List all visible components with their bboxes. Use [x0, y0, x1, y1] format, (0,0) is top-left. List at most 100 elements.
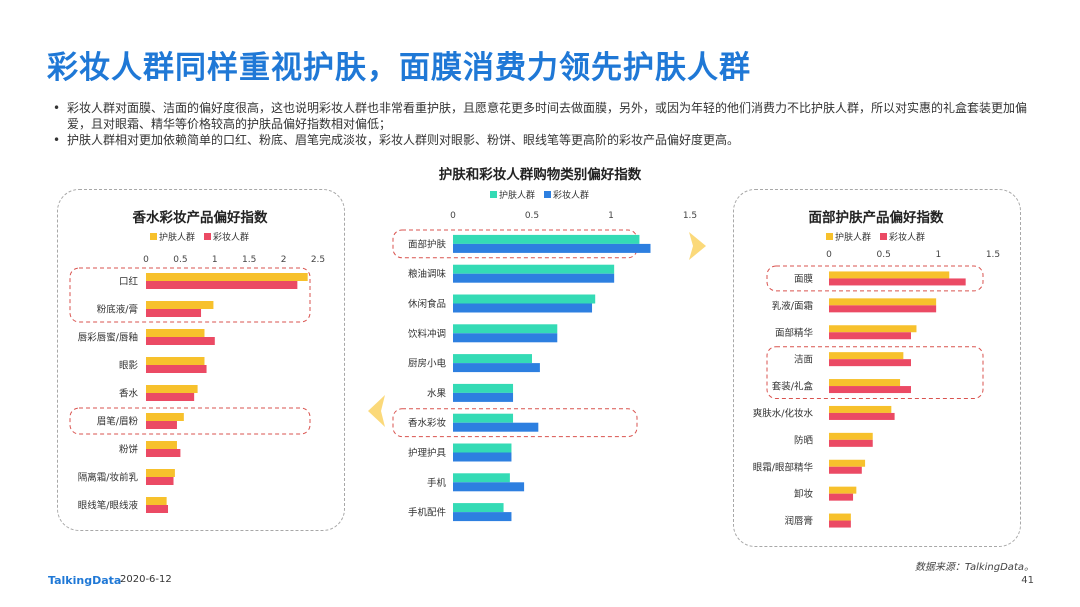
right-category-label: 面部精华: [775, 327, 814, 339]
page-number: 41: [1021, 575, 1034, 586]
right-bar-skincare: [829, 298, 937, 306]
center-bar-skincare: [453, 264, 615, 274]
bullet-dot: •: [53, 101, 61, 115]
bullet-list: • 彩妆人群对面膜、洁面的偏好度很高，这也说明彩妆人群也非常看重护肤，且愿意花更多…: [47, 100, 1037, 148]
left-bar-skincare: [146, 469, 175, 477]
footer-date: 2020-6-12: [120, 574, 172, 585]
left-legend-label-skincare: 护肤人群: [159, 231, 195, 243]
right-bar-skincare: [829, 513, 851, 521]
center-x-tick-label: 0.5: [525, 211, 539, 221]
right-bar-makeup: [829, 466, 862, 474]
right-bar-skincare: [829, 379, 901, 387]
right-bar-makeup: [829, 386, 911, 394]
left-x-tick-label: 1: [212, 255, 218, 265]
right-bar-makeup: [829, 520, 851, 528]
left-bar-makeup: [146, 477, 174, 485]
right-category-label: 防晒: [794, 434, 813, 446]
bullet-dot: •: [53, 133, 61, 147]
center-category-label: 水果: [427, 387, 447, 399]
left-category-label: 眼线笔/眼线液: [78, 500, 139, 512]
left-category-label: 眼影: [119, 361, 139, 372]
center-category-label: 手机: [427, 477, 447, 489]
left-bar-makeup: [146, 365, 207, 373]
left-bar-makeup: [146, 337, 215, 345]
center-category-label: 手机配件: [408, 507, 447, 519]
data-source: 数据来源：TalkingData。: [914, 562, 1034, 573]
bullet-text: 护肤人群相对更加依赖简单的口红、粉底、眉笔完成淡妆，彩妆人群则对眼影、粉饼、眼线…: [67, 133, 740, 147]
center-bar-skincare: [453, 383, 514, 393]
right-x-tick-label: 0: [826, 250, 832, 260]
right-category-label: 卸妆: [794, 488, 814, 500]
right-bar-skincare: [829, 486, 857, 494]
right-bar-makeup: [829, 439, 873, 447]
bullet-item: • 彩妆人群对面膜、洁面的偏好度很高，这也说明彩妆人群也非常看重护肤，且愿意花更多…: [47, 100, 1037, 132]
center-bar-makeup: [453, 363, 540, 373]
left-bar-makeup: [146, 449, 181, 457]
bullet-item: • 护肤人群相对更加依赖简单的口红、粉底、眉笔完成淡妆，彩妆人群则对眼影、粉饼、眼…: [47, 132, 1037, 148]
left-category-label: 粉底液/膏: [97, 304, 138, 316]
left-panel: [57, 189, 345, 531]
center-legend-label-makeup: 彩妆人群: [553, 189, 589, 201]
center-bar-skincare: [453, 473, 510, 483]
left-bar-skincare: [146, 385, 198, 393]
center-bar-makeup: [453, 273, 615, 283]
left-highlight-box: [69, 407, 311, 435]
center-x-tick-label: 1: [608, 211, 614, 221]
left-highlight-box: [69, 267, 311, 323]
center-legend-swatch-skincare: [490, 191, 497, 198]
center-chart-title: 护肤和彩妆人群购物类别偏好指数: [439, 166, 642, 183]
center-bar-skincare: [453, 324, 558, 334]
center-legend-swatch-makeup: [544, 191, 551, 198]
center-category-label: 休闲食品: [408, 298, 446, 310]
center-bar-makeup: [453, 303, 593, 313]
right-bar-skincare: [829, 271, 950, 279]
right-x-tick-label: 1.5: [986, 250, 1000, 260]
right-bar-makeup: [829, 278, 966, 286]
center-category-label: 香水彩妆: [408, 417, 447, 429]
center-highlight-box: [392, 229, 638, 259]
left-category-label: 隔离霜/妆前乳: [78, 472, 139, 484]
right-category-label: 面膜: [794, 274, 814, 285]
center-bar-skincare: [453, 294, 596, 304]
center-category-label: 面部护肤: [408, 238, 447, 250]
right-category-label: 润唇膏: [784, 515, 813, 527]
left-bar-makeup: [146, 505, 169, 513]
left-category-label: 粉饼: [119, 444, 139, 456]
center-bar-makeup: [453, 392, 514, 402]
left-x-tick-label: 0.5: [173, 255, 187, 265]
center-bar-skincare: [453, 413, 514, 423]
right-bar-makeup: [829, 493, 854, 501]
left-category-label: 口红: [119, 276, 139, 288]
center-category-label: 粮油调味: [408, 268, 447, 280]
right-category-label: 乳液/面霜: [772, 300, 813, 312]
right-legend-swatch-skincare: [826, 233, 833, 240]
left-x-tick-label: 2: [281, 255, 287, 265]
right-legend-label-makeup: 彩妆人群: [889, 231, 925, 243]
page-title: 彩妆人群同样重视护肤，面膜消费力领先护肤人群: [47, 50, 751, 86]
right-highlight-box: [766, 346, 984, 400]
right-category-label: 爽肤水/化妆水: [753, 407, 814, 419]
center-bar-makeup: [453, 452, 512, 462]
center-highlight-box: [392, 408, 638, 438]
center-bar-skincare: [453, 354, 532, 364]
right-bar-skincare: [829, 352, 904, 360]
brand-logo: TalkingData: [48, 574, 122, 587]
right-category-label: 眼霜/眼部精华: [753, 461, 814, 473]
bullet-text: 彩妆人群对面膜、洁面的偏好度很高，这也说明彩妆人群也非常看重护肤，且愿意花更多时…: [67, 101, 1028, 131]
arrow-right-icon: [689, 232, 706, 260]
center-category-label: 护理护具: [408, 447, 447, 459]
center-category-label: 厨房小电: [408, 358, 447, 370]
right-x-tick-label: 1: [935, 250, 941, 260]
left-bar-skincare: [146, 497, 167, 505]
right-legend-label-skincare: 护肤人群: [835, 231, 871, 243]
left-bar-makeup: [146, 421, 177, 429]
left-chart-title: 香水彩妆产品偏好指数: [132, 209, 268, 226]
left-legend-swatch-skincare: [150, 233, 157, 240]
center-bar-makeup: [453, 422, 539, 432]
right-legend-swatch-makeup: [880, 233, 887, 240]
right-bar-skincare: [829, 325, 917, 333]
center-legend-label-skincare: 护肤人群: [499, 189, 535, 201]
left-category-label: 眉笔/眉粉: [97, 416, 139, 428]
center-category-label: 饮料冲调: [408, 328, 446, 340]
left-bar-makeup: [146, 281, 298, 289]
